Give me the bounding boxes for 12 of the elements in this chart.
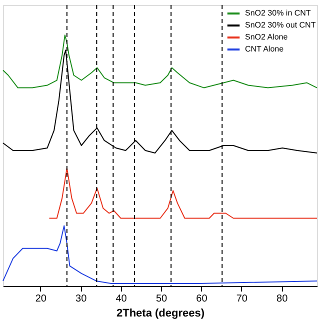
legend-label: SnO2 Alone xyxy=(245,32,288,42)
legend-label: SnO2 30% in CNT xyxy=(245,8,311,18)
x-tick-label: 30 xyxy=(76,294,88,304)
x-tick-label: 70 xyxy=(236,294,248,304)
x-tick-label: 50 xyxy=(156,294,168,304)
x-tick-label: 20 xyxy=(35,294,47,304)
legend-label: CNT Alone xyxy=(245,44,284,54)
x-tick-label: 60 xyxy=(196,294,208,304)
x-tick-label: 40 xyxy=(116,294,128,304)
legend-label: SnO2 30% out CNT xyxy=(245,20,316,30)
x-axis-title: 2Theta (degrees) xyxy=(116,308,205,320)
x-tick-label: 80 xyxy=(276,294,288,304)
